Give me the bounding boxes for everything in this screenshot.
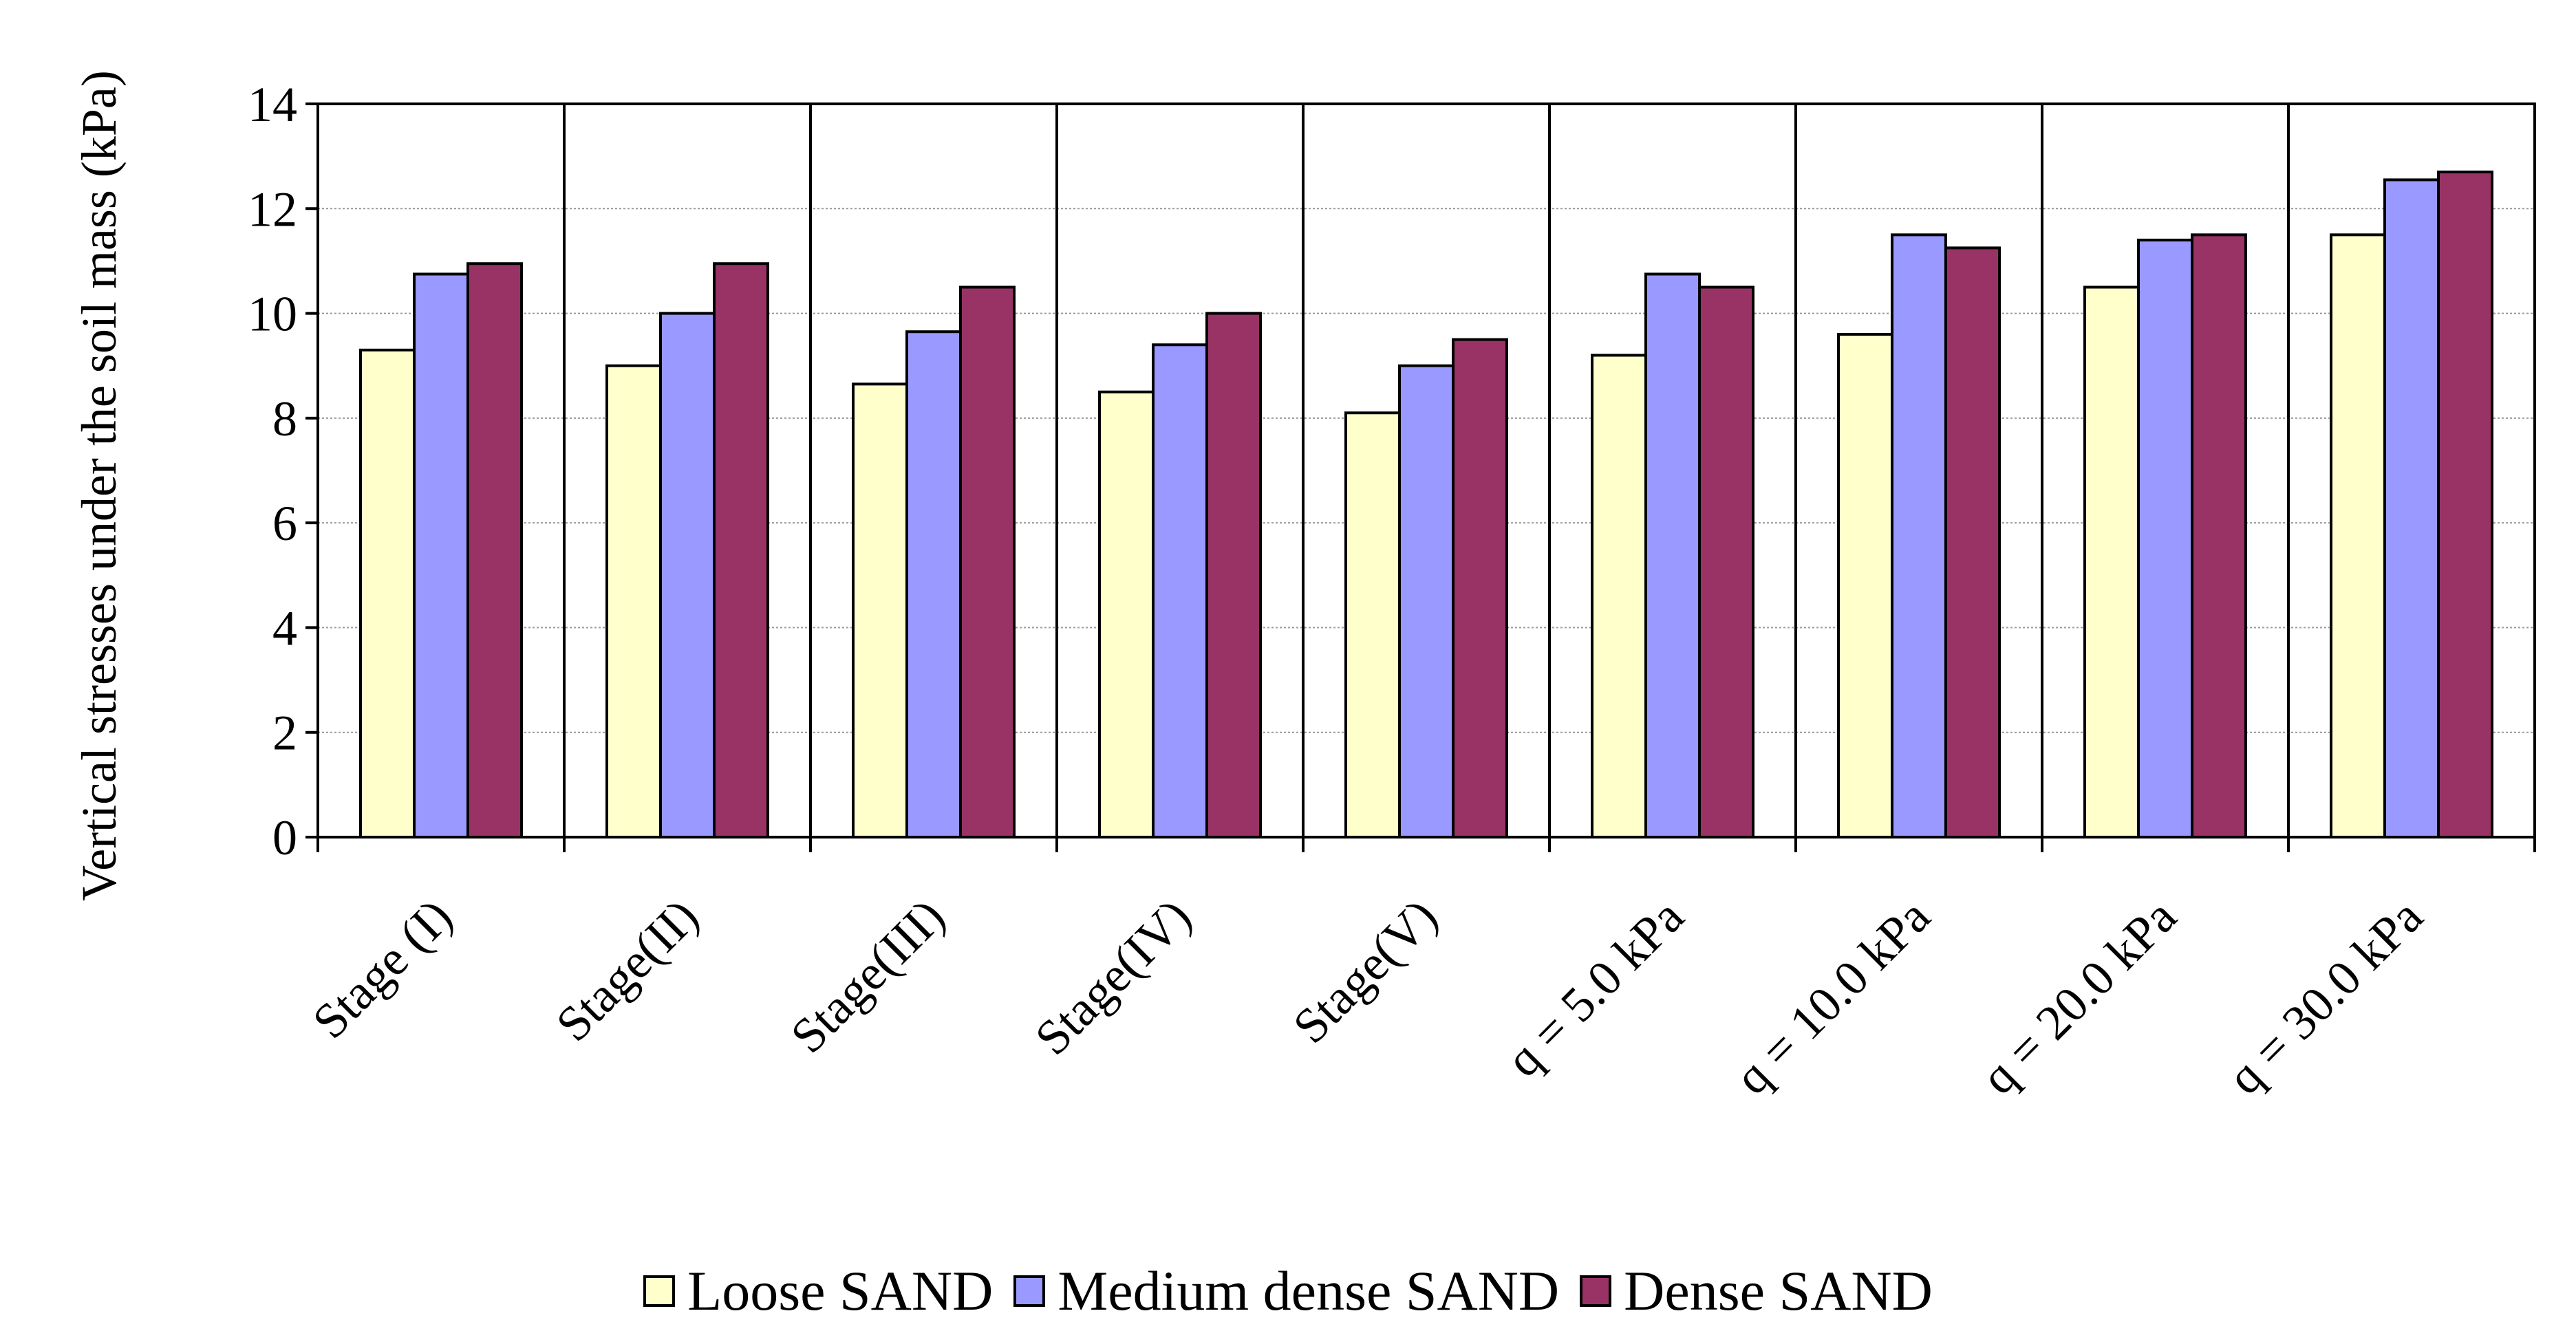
bar (1944, 246, 2001, 838)
legend-swatch (1580, 1275, 1612, 1307)
bar (359, 348, 416, 839)
legend-swatch (643, 1275, 676, 1307)
bar (2383, 178, 2440, 838)
bar (659, 312, 716, 839)
legend-label: Medium dense SAND (1058, 1259, 1560, 1322)
bar (1205, 312, 1262, 839)
x-tick-label: q = 20.0 kPa (1971, 889, 2187, 1105)
x-tick-label: q = 5.0 kPa (1495, 889, 1694, 1087)
x-tick-label: Stage(II) (546, 889, 709, 1052)
bar (466, 262, 523, 838)
bar (413, 272, 469, 838)
y-tick-label: 10 (248, 287, 297, 342)
bar (1152, 343, 1208, 838)
bar (1698, 285, 1754, 838)
y-tick-label: 14 (248, 77, 297, 132)
bar (852, 382, 908, 838)
x-tick-label: Stage(IV) (1024, 889, 1201, 1065)
bar (605, 364, 662, 838)
bar (1452, 338, 1508, 838)
legend: Loose SAND Medium dense SAND Dense SAND (0, 1259, 2576, 1323)
legend-item: Loose SAND (643, 1259, 993, 1323)
y-tick-label: 8 (272, 391, 297, 446)
bar (2083, 285, 2140, 838)
y-tick-label: 2 (272, 706, 297, 761)
y-axis-title: Vertical stresses under the soil mass (k… (72, 70, 127, 901)
x-tick-label: Stage(V) (1282, 889, 1448, 1054)
bar (713, 262, 769, 838)
legend-item: Medium dense SAND (1013, 1259, 1559, 1323)
bar (1344, 411, 1401, 838)
bar (2330, 233, 2386, 839)
legend-label: Loose SAND (687, 1259, 994, 1322)
y-tick-label: 4 (272, 600, 297, 656)
x-tick-label: q = 10.0 kPa (1724, 889, 1940, 1105)
bar (1098, 390, 1155, 838)
legend-swatch (1013, 1275, 1046, 1307)
plot-border (316, 102, 2536, 838)
bar (2191, 233, 2247, 839)
legend-label: Dense SAND (1624, 1259, 1933, 1322)
bar (2137, 238, 2193, 838)
bar (1644, 272, 1701, 838)
x-tick-label: q = 30.0 kPa (2217, 889, 2433, 1105)
bar (2437, 170, 2493, 838)
bar (905, 330, 962, 838)
x-tick-label: Stage(III) (780, 889, 955, 1063)
y-tick-label: 12 (248, 182, 297, 237)
bar (1591, 354, 1647, 838)
bar (1398, 364, 1455, 838)
y-tick-label: 0 (272, 810, 297, 865)
legend-item: Dense SAND (1580, 1259, 1933, 1323)
bar (1837, 333, 1893, 838)
bar (959, 285, 1016, 838)
x-tick-label: Stage (I) (302, 889, 462, 1049)
bar (1891, 233, 1947, 839)
y-tick-label: 6 (272, 496, 297, 551)
